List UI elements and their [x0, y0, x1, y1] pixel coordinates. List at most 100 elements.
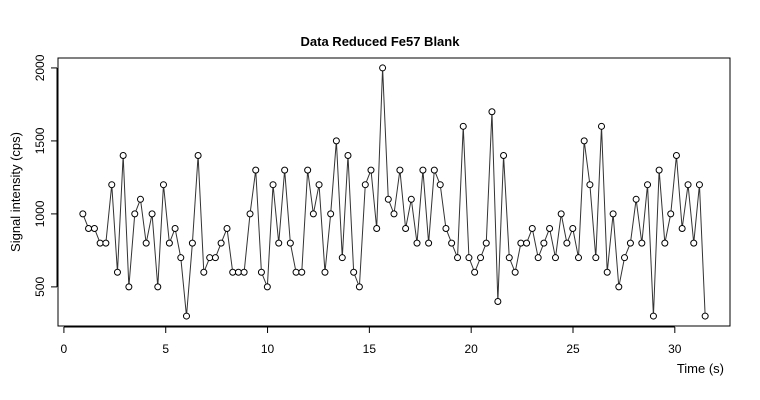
- data-point: [188, 239, 196, 247]
- data-point: [425, 239, 433, 247]
- data-point: [355, 283, 363, 291]
- chart-title: Data Reduced Fe57 Blank: [301, 34, 461, 49]
- data-point: [263, 283, 271, 291]
- data-point: [419, 166, 427, 174]
- data-point: [638, 239, 646, 247]
- data-point: [551, 254, 559, 262]
- data-line: [82, 67, 706, 317]
- data-point: [684, 181, 692, 189]
- y-axis-label: Signal intensity (cps): [8, 132, 23, 252]
- data-point: [171, 224, 179, 232]
- data-point: [454, 254, 462, 262]
- data-point: [96, 239, 104, 247]
- data-point: [136, 195, 144, 203]
- data-point: [148, 210, 156, 218]
- data-point: [367, 166, 375, 174]
- data-point: [275, 239, 283, 247]
- data-point: [229, 268, 237, 276]
- data-point: [85, 224, 93, 232]
- data-point: [223, 224, 231, 232]
- y-tick-label: 1500: [33, 127, 47, 154]
- data-point: [655, 166, 663, 174]
- data-point: [159, 181, 167, 189]
- data-point: [580, 137, 588, 145]
- x-tick-label: 25: [566, 342, 580, 356]
- data-point: [217, 239, 225, 247]
- data-point: [586, 181, 594, 189]
- data-point: [257, 268, 265, 276]
- data-point: [644, 181, 652, 189]
- y-tick-label: 2000: [33, 54, 47, 81]
- data-point: [154, 283, 162, 291]
- data-point: [373, 224, 381, 232]
- data-point: [649, 312, 657, 320]
- data-point: [119, 152, 127, 160]
- plot-frame: [57, 57, 731, 327]
- data-point: [315, 181, 323, 189]
- data-point: [350, 268, 358, 276]
- x-tick-label: 5: [162, 342, 169, 356]
- data-point: [246, 210, 254, 218]
- x-tick-label: 10: [261, 342, 275, 356]
- data-point: [678, 224, 686, 232]
- data-point: [465, 254, 473, 262]
- data-point: [574, 254, 582, 262]
- data-point: [142, 239, 150, 247]
- x-tick-label: 0: [61, 342, 68, 356]
- data-point: [563, 239, 571, 247]
- data-point: [182, 312, 190, 320]
- data-point: [690, 239, 698, 247]
- data-point: [332, 137, 340, 145]
- data-point: [396, 166, 404, 174]
- data-point: [281, 166, 289, 174]
- data-point: [523, 239, 531, 247]
- data-point: [102, 239, 110, 247]
- data-point: [511, 268, 519, 276]
- data-point: [402, 224, 410, 232]
- data-point: [592, 254, 600, 262]
- data-point: [569, 224, 577, 232]
- data-point: [131, 210, 139, 218]
- x-tick-label: 15: [363, 342, 377, 356]
- data-point: [546, 224, 554, 232]
- data-point: [477, 254, 485, 262]
- x-axis-label: Time (s): [677, 361, 724, 376]
- data-point: [540, 239, 548, 247]
- data-point: [113, 268, 121, 276]
- data-point: [200, 268, 208, 276]
- data-point: [701, 312, 709, 320]
- data-point: [407, 195, 415, 203]
- data-point: [211, 254, 219, 262]
- data-point: [609, 210, 617, 218]
- data-point: [471, 268, 479, 276]
- data-point: [517, 239, 525, 247]
- data-point: [621, 254, 629, 262]
- data-point: [304, 166, 312, 174]
- data-point: [695, 181, 703, 189]
- data-point: [672, 152, 680, 160]
- data-point: [557, 210, 565, 218]
- data-point: [240, 268, 248, 276]
- data-point: [379, 64, 387, 72]
- data-point: [194, 152, 202, 160]
- data-point: [430, 166, 438, 174]
- data-point: [448, 239, 456, 247]
- data-point: [615, 283, 623, 291]
- data-point: [413, 239, 421, 247]
- data-point: [79, 210, 87, 218]
- data-point: [528, 224, 536, 232]
- data-point: [327, 210, 335, 218]
- data-point: [108, 181, 116, 189]
- data-point: [436, 181, 444, 189]
- data-point: [603, 268, 611, 276]
- data-point: [206, 254, 214, 262]
- data-point: [390, 210, 398, 218]
- data-point: [344, 152, 352, 160]
- data-point: [252, 166, 260, 174]
- data-point: [667, 210, 675, 218]
- data-point: [632, 195, 640, 203]
- data-point: [598, 122, 606, 130]
- data-point: [482, 239, 490, 247]
- x-tick-label: 30: [668, 342, 682, 356]
- data-point: [177, 254, 185, 262]
